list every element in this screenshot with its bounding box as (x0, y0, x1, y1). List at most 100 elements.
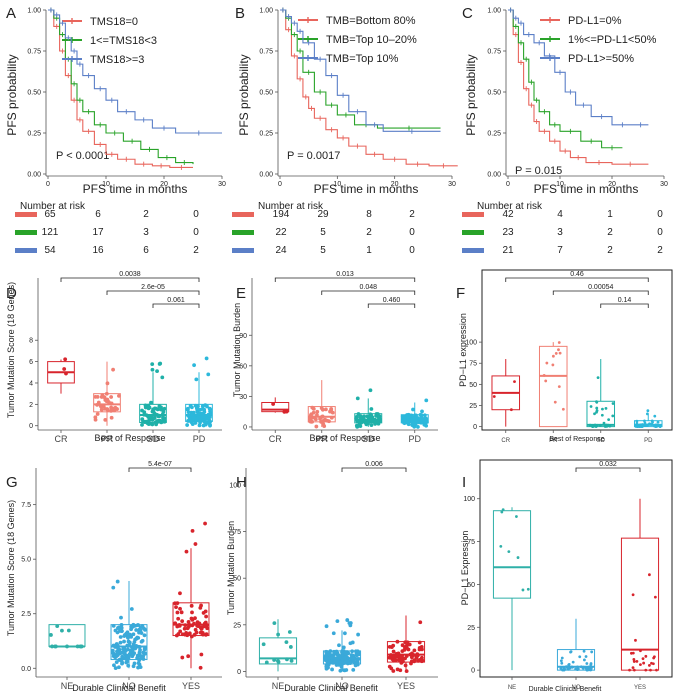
data-point (395, 639, 400, 644)
box-panel-D: D 0 2 4 6 8 CR PR SD PD Tumor Mutation Score (18 G… (6, 271, 222, 444)
x-tick-label: 30 (660, 181, 668, 188)
x-tick-label: PR (101, 434, 114, 444)
data-point (403, 640, 408, 645)
risk-row-swatch (15, 248, 37, 253)
y-tick-label: 7.5 (21, 502, 31, 509)
data-point (140, 422, 144, 427)
y-tick-label: 75 (467, 539, 475, 546)
data-point (658, 423, 662, 427)
data-point (368, 412, 373, 417)
risk-count: 22 (275, 227, 287, 238)
data-point (653, 414, 657, 418)
data-point (374, 414, 378, 418)
risk-row-swatch (15, 230, 37, 235)
box-iqr (538, 345, 568, 428)
data-point (338, 668, 343, 673)
comparison-bracket (505, 277, 649, 282)
data-point (53, 644, 58, 649)
data-point (571, 665, 574, 669)
data-point (142, 420, 147, 425)
data-point (200, 625, 204, 630)
data-point (584, 655, 588, 658)
km-curve-2 (48, 9, 222, 134)
y-tick-label: 0.25 (259, 131, 273, 138)
data-point (125, 647, 130, 652)
risk-count: 6 (95, 209, 101, 220)
x-tick-label: PD (408, 434, 421, 444)
data-point (369, 423, 374, 427)
x-tick-label: PR (315, 434, 328, 444)
data-point (604, 406, 608, 410)
data-point (180, 632, 185, 637)
data-point (129, 635, 134, 639)
data-point (655, 668, 658, 672)
data-point (186, 624, 191, 629)
data-point (98, 403, 103, 408)
data-point (95, 412, 100, 416)
comparison-bracket (60, 277, 200, 282)
risk-count: 2 (607, 227, 613, 238)
y-tick-label: 0.0 (21, 666, 31, 673)
data-point (392, 654, 397, 659)
data-point (349, 653, 354, 657)
data-point (189, 634, 194, 639)
y-tick-label: 0.25 (487, 131, 501, 138)
data-point (154, 406, 158, 411)
data-point (348, 621, 353, 625)
risk-count: 4 (557, 209, 563, 220)
data-point (586, 668, 589, 672)
data-point (417, 647, 422, 652)
data-point (647, 664, 651, 667)
y-tick-label: 0 (237, 669, 241, 676)
data-point (136, 635, 141, 640)
data-point (187, 631, 192, 636)
data-point (329, 415, 334, 420)
data-point (103, 418, 108, 422)
data-point (402, 647, 407, 652)
comparison-bracket (128, 467, 192, 472)
y-tick-label: 0.50 (487, 90, 501, 97)
box-iqr (110, 624, 148, 661)
data-point (191, 415, 196, 420)
comparison-pvalue: 0.14 (618, 297, 632, 304)
data-point (180, 655, 185, 660)
risk-count: 0 (657, 227, 663, 238)
data-point (602, 421, 606, 425)
y-tick-label: 8 (29, 338, 33, 345)
data-point (137, 650, 142, 655)
risk-count: 29 (317, 209, 329, 220)
data-point (560, 661, 564, 665)
data-point (179, 610, 184, 615)
data-point (93, 415, 98, 420)
data-point (288, 645, 293, 649)
data-point (136, 644, 140, 649)
x-axis-label: Durable Clinical Benefit (72, 683, 166, 693)
data-point (331, 631, 336, 636)
data-point (118, 635, 123, 639)
data-point (122, 646, 127, 651)
data-point (342, 661, 347, 665)
y-axis-label: Tumor Mutation Score (18 Genes) (6, 500, 16, 636)
data-point (359, 420, 364, 425)
data-point (648, 573, 651, 577)
y-tick-label: 50 (233, 576, 241, 583)
data-point (328, 649, 333, 654)
data-point (409, 655, 414, 660)
data-point (176, 632, 181, 636)
x-tick-label: 20 (608, 181, 616, 188)
data-point (136, 661, 141, 666)
comparison-bracket (367, 303, 416, 308)
data-point (178, 591, 182, 596)
legend-entry: TMB=Top 10–20% (326, 34, 417, 46)
y-axis-label: PD−L1 Expression (460, 531, 470, 606)
data-point (114, 654, 119, 659)
box-panel-F: F 0 25 50 75 100 CR PR SD PD PD−L1 expression Best … (456, 269, 673, 444)
data-point (349, 656, 354, 660)
x-tick-label: NE (272, 681, 285, 691)
risk-count: 5 (320, 227, 326, 238)
data-point (422, 422, 427, 427)
legend-entry: 1<=TMS18<3 (90, 35, 157, 47)
data-point (368, 388, 373, 393)
data-point (114, 660, 119, 665)
